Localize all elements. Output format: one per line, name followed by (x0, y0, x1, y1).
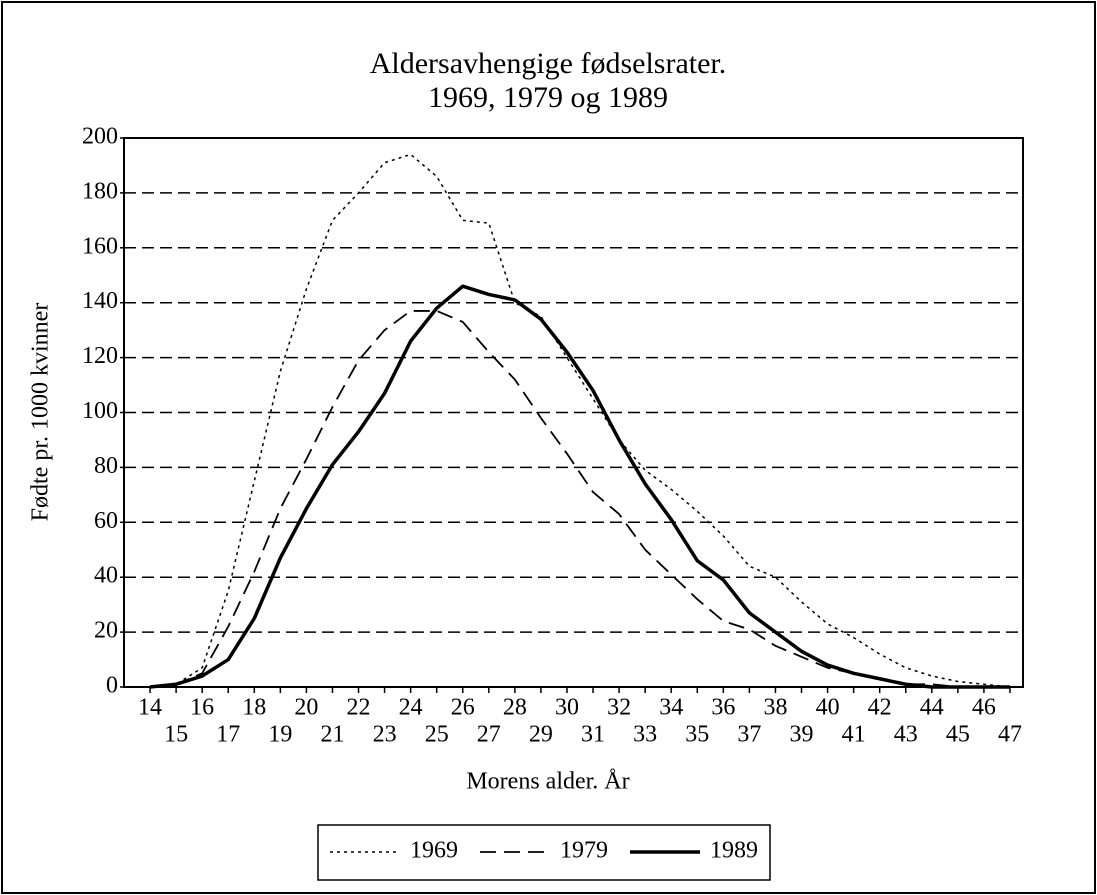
chart-title: Aldersavhengige fødselsrater. (370, 47, 727, 80)
legend-label: 1979 (560, 838, 608, 864)
x-tick-label: 22 (347, 695, 371, 721)
x-tick-label: 21 (320, 722, 344, 748)
x-tick-label: 27 (477, 722, 501, 748)
y-tick-label: 80 (94, 453, 118, 479)
series-line (149, 284, 1010, 689)
x-tick-label: 31 (581, 722, 605, 748)
x-tick-label: 32 (607, 695, 631, 721)
x-tick-label: 44 (920, 695, 944, 721)
x-tick-label: 43 (894, 722, 918, 748)
x-tick-label: 30 (555, 695, 579, 721)
y-tick-label: 40 (94, 563, 118, 589)
series-line (149, 153, 1011, 688)
x-tick-label: 47 (998, 722, 1022, 748)
y-tick-label: 20 (94, 618, 118, 644)
y-tick-label: 0 (106, 673, 118, 699)
x-tick-label: 34 (659, 695, 683, 721)
legend-label: 1969 (410, 838, 458, 864)
x-tick-label: 36 (711, 695, 735, 721)
x-tick-label: 24 (399, 695, 423, 721)
x-tick-label: 33 (633, 722, 657, 748)
legend-label: 1989 (710, 838, 758, 864)
x-tick-label: 26 (451, 695, 475, 721)
x-tick-label: 35 (685, 722, 709, 748)
x-tick-label: 29 (529, 722, 553, 748)
x-tick-label: 20 (294, 695, 318, 721)
x-tick-label: 17 (216, 722, 240, 748)
x-tick-label: 42 (868, 695, 892, 721)
x-tick-label: 46 (972, 695, 996, 721)
y-tick-label: 200 (82, 124, 118, 150)
y-axis-label: Fødte pr. 1000 kvinner (28, 303, 54, 522)
y-tick-label: 160 (82, 233, 118, 259)
x-tick-label: 23 (373, 722, 397, 748)
x-tick-label: 37 (737, 722, 761, 748)
chart-subtitle: 1969, 1979 og 1989 (428, 81, 668, 114)
y-tick-label: 60 (94, 508, 118, 534)
y-tick-label: 140 (82, 288, 118, 314)
x-tick-label: 16 (190, 695, 214, 721)
series-line (149, 310, 1010, 688)
x-tick-label: 18 (242, 695, 266, 721)
y-tick-label: 120 (82, 343, 118, 369)
x-tick-label: 39 (790, 722, 814, 748)
x-tick-label: 45 (946, 722, 970, 748)
x-tick-label: 19 (268, 722, 292, 748)
legend-box (317, 824, 771, 881)
x-tick-label: 38 (763, 695, 787, 721)
x-tick-label: 15 (164, 722, 188, 748)
x-axis-label: Morens alder. År (466, 769, 629, 795)
plot-frame (123, 137, 1024, 688)
x-tick-label: 14 (138, 695, 162, 721)
x-tick-label: 28 (503, 695, 527, 721)
y-tick-label: 180 (82, 178, 118, 204)
x-tick-label: 25 (425, 722, 449, 748)
x-tick-label: 40 (816, 695, 840, 721)
x-tick-label: 41 (842, 722, 866, 748)
y-tick-label: 100 (82, 398, 118, 424)
